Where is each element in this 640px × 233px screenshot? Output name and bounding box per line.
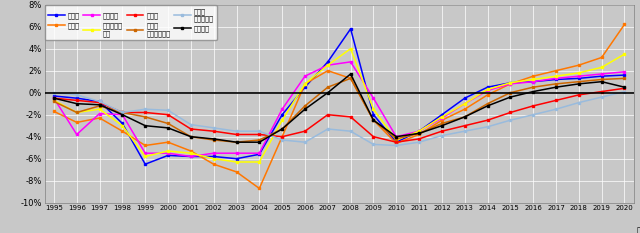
Legend: 東京圈, 大阪圈, 名古屋圈, 三大都市圈
平均, 地方圈, 地方圈
（地方四市）, 地方圈
（その他）, 全国平均: 東京圈, 大阪圈, 名古屋圈, 三大都市圈 平均, 地方圈, 地方圈 （地方四市…: [45, 5, 217, 40]
X-axis label: 年: 年: [637, 226, 640, 233]
